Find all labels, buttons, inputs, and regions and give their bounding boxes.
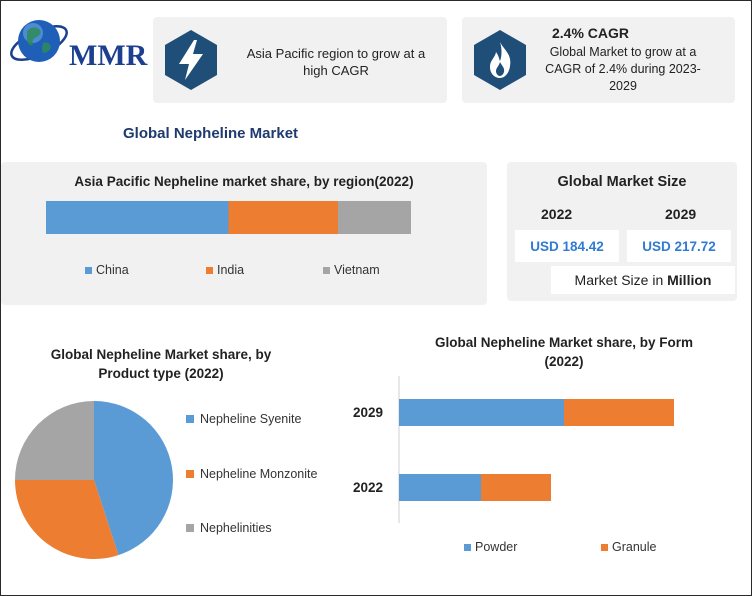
unit-prefix: Market Size in xyxy=(574,272,664,288)
market-size-unit: Market Size in Million xyxy=(551,266,735,294)
bar-segment-granule xyxy=(564,399,674,426)
legend-label: China xyxy=(96,263,129,277)
pie-slice-nephelinities xyxy=(15,401,94,480)
legend-item: Powder xyxy=(464,540,517,554)
legend-item: China xyxy=(85,263,129,277)
legend-swatch xyxy=(206,266,213,274)
market-value: USD 184.42 xyxy=(515,230,619,262)
legend-item: Vietnam xyxy=(323,263,380,277)
year-label: 2022 xyxy=(541,206,573,222)
bar-segment-granule xyxy=(481,474,551,501)
market-size-title: Global Market Size xyxy=(557,174,687,190)
info-card-text: Global Market to grow at a CAGR of 2.4% … xyxy=(545,45,701,93)
legend-swatch xyxy=(186,470,194,478)
legend-swatch xyxy=(601,543,608,551)
product-type-pie-chart xyxy=(15,401,174,559)
legend-item: Granule xyxy=(601,540,656,554)
market-value: USD 217.72 xyxy=(627,230,731,262)
market-size-panel: Global Market Size 2022 2029 USD 184.42 … xyxy=(507,162,737,301)
year-label: 2029 xyxy=(665,206,697,222)
bar-segment-vietnam xyxy=(338,201,411,234)
region-stacked-bar-chart xyxy=(46,201,411,234)
chart-title: Asia Pacific Nepheline market share, by … xyxy=(74,174,414,189)
info-card-text: Asia Pacific region to grow at a high CA… xyxy=(246,46,426,78)
info-card-title: 2.4% CAGR xyxy=(552,25,630,41)
info-card-cagr: 2.4% CAGR Global Market to grow at a CAG… xyxy=(462,17,735,103)
chart-title: Global Nepheline Market share, by Form (… xyxy=(434,335,694,369)
legend-label: Powder xyxy=(475,540,518,554)
page-title: Global Nepheline Market xyxy=(123,125,299,142)
info-card-growth-region: Asia Pacific region to grow at a high CA… xyxy=(153,17,447,103)
lightning-bolt-icon xyxy=(165,30,217,90)
legend-swatch xyxy=(85,266,92,274)
legend-item: Nepheline Monzonite xyxy=(186,467,317,481)
chart-title: Global Nepheline Market share, by Produc… xyxy=(50,347,272,381)
legend-label: India xyxy=(217,263,245,277)
flame-icon xyxy=(474,30,526,90)
bar-segment-powder xyxy=(399,399,564,426)
bar-segment-china xyxy=(46,201,229,234)
globe-icon xyxy=(10,20,68,62)
legend-label: Nepheline Syenite xyxy=(200,412,302,426)
region-share-panel: Asia Pacific Nepheline market share, by … xyxy=(1,162,487,305)
form-stacked-bar-chart: 2029 2022 xyxy=(353,376,674,523)
legend-swatch xyxy=(186,415,194,423)
legend-swatch xyxy=(464,543,471,551)
legend-label: Nepheline Monzonite xyxy=(200,467,318,481)
category-label: 2029 xyxy=(353,405,383,420)
unit-bold: Million xyxy=(667,272,712,288)
legend-swatch xyxy=(323,266,330,274)
pie-slice-nepheline-monzonite xyxy=(15,480,119,559)
legend-swatch xyxy=(186,524,194,532)
legend-item: Nepheline Syenite xyxy=(186,412,301,426)
legend-item: India xyxy=(206,263,244,277)
logo[interactable]: MMR xyxy=(9,11,149,73)
legend-label: Granule xyxy=(612,540,657,554)
legend-item: Nephelinities xyxy=(186,521,272,535)
bar-segment-india xyxy=(228,201,338,234)
legend-label: Nephelinities xyxy=(200,521,272,535)
bar-segment-powder xyxy=(399,474,481,501)
pie-slice-nepheline-syenite xyxy=(94,401,174,556)
category-label: 2022 xyxy=(353,480,383,495)
logo-text: MMR xyxy=(69,39,148,72)
legend-label: Vietnam xyxy=(334,263,380,277)
